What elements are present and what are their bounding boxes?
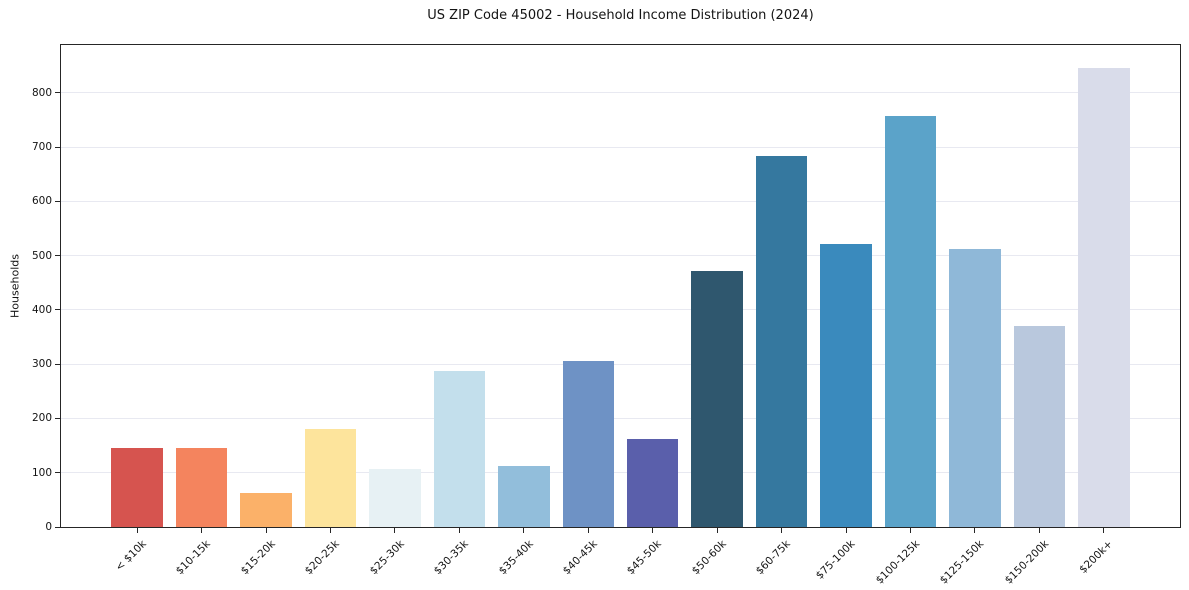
x-tick-mark [1038,528,1040,533]
bar-$125-150k [949,248,1001,527]
bar-$100-125k [884,115,937,527]
bar-$15-20k [240,493,292,527]
bar-slot [685,45,749,527]
y-tick-label: 100 [31,466,52,479]
bar-slot [621,45,685,527]
bar-slot [1007,45,1071,527]
x-tick-mark [394,528,396,533]
y-tick-mark [55,363,60,365]
y-tick-label: 600 [31,195,52,208]
y-tick-label: 700 [31,141,52,154]
bar-$25-30k [369,468,421,527]
y-tick-label: 800 [31,86,52,99]
y-tick-mark [55,92,60,94]
y-tick-label: 0 [45,521,52,533]
x-tick-mark [523,528,525,533]
bar-$30-35k [433,371,486,527]
x-tick-mark [845,528,847,533]
gridline [61,200,1180,202]
bar-$20-25k [304,429,357,527]
bar-slot [556,45,620,527]
x-tick-mark [974,528,976,533]
y-tick-mark [55,472,60,474]
gridline [61,417,1180,419]
bar-$60-75k [755,156,808,527]
y-tick-mark [55,200,60,202]
bar-$75-100k [820,244,872,527]
bar-slot [298,45,362,527]
bar-$50-60k [691,271,743,527]
x-tick-mark [201,528,203,533]
bars-container [61,45,1180,527]
x-tick-mark [909,528,911,533]
chart-title: US ZIP Code 45002 - Household Income Dis… [427,8,814,23]
gridline [61,363,1180,365]
bar-$45-50k [626,439,679,527]
y-tick-label: 300 [31,358,52,371]
bar-slot [943,45,1007,527]
gridline [61,255,1180,257]
bar-slot [105,45,169,527]
gridline [61,92,1180,94]
bar-slot [878,45,942,527]
y-tick-mark [55,255,60,257]
gridline [61,146,1180,148]
x-tick-mark [716,528,718,533]
bar-$40-45k [562,360,615,527]
y-tick-mark [55,146,60,148]
y-tick-label: 200 [31,412,52,425]
bar-slot [169,45,233,527]
bar-slot [427,45,491,527]
bar-$10-15k [175,448,228,527]
y-tick-label: 500 [31,249,52,262]
bar-slot [492,45,556,527]
x-tick-mark [458,528,460,533]
x-tick-mark [265,528,267,533]
plot-area [60,44,1181,528]
bar-slot [363,45,427,527]
bar-$200k+ [1078,68,1130,527]
bar-$35-40k [498,466,550,527]
bar-slot [814,45,878,527]
gridline [61,309,1180,311]
bar-slot [234,45,298,527]
x-tick-mark [652,528,654,533]
bar-slot [1072,45,1136,527]
x-tick-mark [1103,528,1105,533]
y-tick-mark [55,526,60,528]
x-tick-mark [330,528,332,533]
y-tick-mark [55,309,60,311]
y-tick-mark [55,417,60,419]
x-tick-mark [136,528,138,533]
bar-< $10k [111,448,163,527]
bar-$150-200k [1013,326,1066,527]
gridline [61,472,1180,474]
bar-slot [749,45,813,527]
x-tick-mark [781,528,783,533]
y-tick-label: 400 [31,303,52,316]
x-tick-mark [587,528,589,533]
